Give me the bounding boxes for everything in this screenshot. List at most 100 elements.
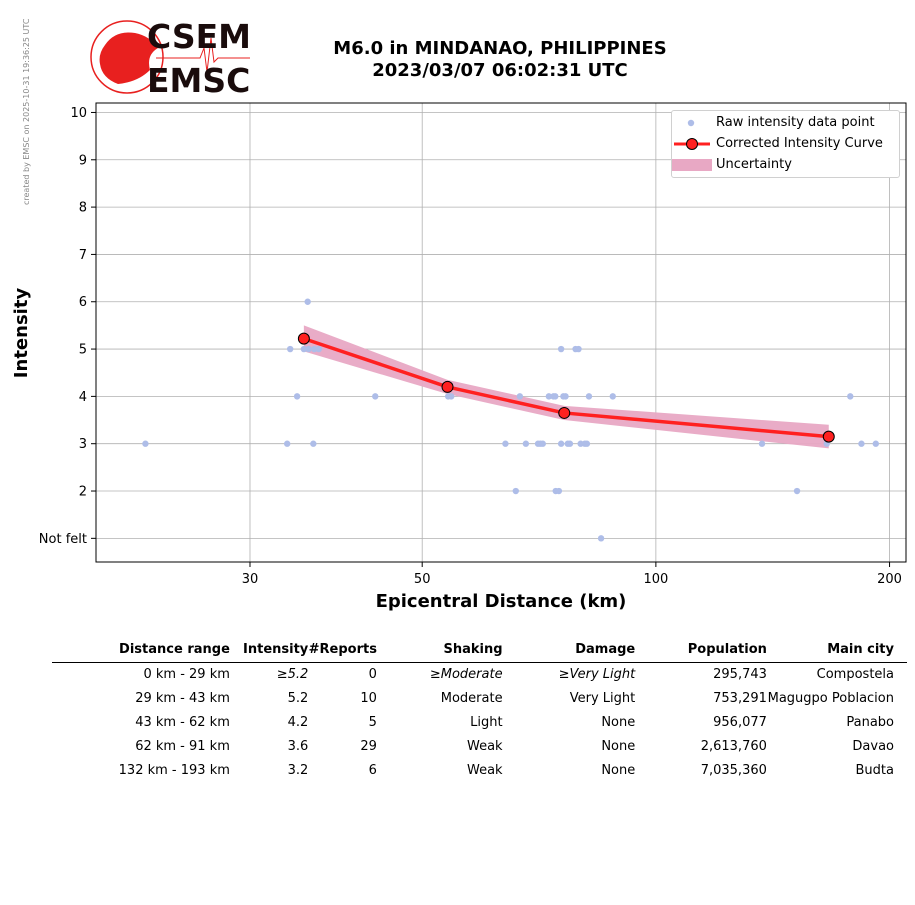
cell-distance: 43 km - 62 km	[135, 715, 230, 730]
cell-intensity: 5.2	[287, 691, 309, 706]
raw-point-2	[293, 393, 301, 400]
y-tick-label-9: 9	[79, 153, 87, 168]
y-tick-label-2: 2	[79, 485, 87, 500]
cell-population: 2,613,760	[700, 739, 767, 754]
raw-point-32	[575, 345, 582, 353]
raw-point-39	[758, 440, 766, 447]
cell-distance: 0 km - 29 km	[143, 667, 230, 682]
logo-text-emsc: EMSC	[147, 61, 250, 100]
col-main-city: Main city	[766, 640, 907, 663]
raw-point-19	[539, 440, 546, 447]
cell-shaking: Weak	[466, 763, 503, 778]
raw-point-24	[555, 487, 563, 495]
x-tick-label-200: 200	[877, 572, 902, 587]
x-tick-label-100: 100	[643, 572, 668, 587]
y-tick-label-1: Not felt	[39, 532, 87, 547]
raw-point-7	[311, 345, 318, 353]
raw-point-13	[502, 440, 509, 447]
cell-city: Magugpo Poblacion	[767, 691, 894, 706]
uncertainty-band	[303, 325, 829, 449]
raw-point-3	[283, 440, 291, 447]
legend-label-curve: Corrected Intensity Curve	[716, 136, 883, 151]
raw-point-27	[562, 393, 569, 400]
cell-damage: None	[601, 715, 636, 730]
legend-item-raw: Raw intensity data point	[672, 113, 899, 133]
raw-point-30	[566, 440, 574, 447]
logo-globe-continents	[99, 32, 158, 84]
plot-area-bg	[96, 103, 906, 562]
cell-population: 753,291	[713, 691, 767, 706]
intensity-curve	[297, 332, 835, 443]
raw-point-43	[858, 440, 865, 447]
raw-point-15	[516, 393, 524, 400]
raw-point-1	[286, 345, 294, 353]
event-title: M6.0 in MINDANAO, PHILIPPINES	[333, 38, 667, 59]
raw-point-9	[310, 440, 317, 447]
raw-point-12	[448, 393, 455, 400]
col-intensity: Intensity	[229, 640, 309, 663]
col-reports: #Reports	[308, 640, 377, 663]
col-damage: Damage	[502, 640, 636, 663]
intensity-summary-table: Distance range Intensity #Reports Shakin…	[52, 640, 907, 783]
table-row: 0 km - 29 km ≥5.2 0 ≥Moderate ≥Very Ligh…	[52, 663, 907, 688]
cell-population: 956,077	[713, 715, 767, 730]
curve-point-1	[441, 380, 454, 393]
raw-point-0	[142, 440, 149, 447]
cell-reports: 6	[368, 763, 377, 778]
table-row: 29 km - 43 km 5.2 10 Moderate Very Light…	[52, 687, 907, 711]
uncertainty-band-area	[303, 325, 829, 449]
x-axis-ticks: 30 50 100 200	[242, 562, 902, 587]
legend-label-raw: Raw intensity data point	[716, 115, 875, 130]
raw-point-28	[557, 440, 565, 447]
raw-point-14	[512, 487, 519, 495]
logo-text-csem: CSEM	[147, 17, 251, 56]
y-tick-label-4: 4	[79, 390, 87, 405]
cell-intensity: 3.6	[287, 739, 309, 754]
x-tick-label-30: 30	[242, 572, 259, 587]
chart-legend: Raw intensity data point Corrected Inten…	[671, 110, 900, 178]
logo-seismogram-line	[156, 37, 250, 73]
raw-point-36	[585, 393, 593, 400]
x-axis-label: Epicentral Distance (km)	[376, 591, 627, 612]
raw-point-40	[793, 487, 801, 495]
cell-city: Panabo	[846, 715, 894, 730]
y-tick-label-3: 3	[79, 437, 87, 452]
cell-shaking: Weak	[466, 739, 503, 754]
col-shaking: Shaking	[376, 640, 503, 663]
curve-point-3	[822, 430, 835, 443]
raw-point-25	[557, 345, 565, 353]
table-header-row: Distance range Intensity #Reports Shakin…	[52, 640, 907, 663]
cell-damage: None	[601, 739, 636, 754]
curve-line	[303, 336, 829, 439]
raw-point-42	[847, 393, 854, 400]
y-axis-label: Intensity	[11, 288, 32, 379]
raw-point-44	[872, 440, 879, 447]
y-tick-label-6: 6	[79, 295, 87, 310]
raw-point-20	[545, 393, 553, 400]
raw-point-4	[300, 345, 308, 353]
col-population: Population	[635, 640, 767, 663]
cell-shaking: Light	[470, 715, 503, 730]
x-tick-label-50: 50	[414, 572, 431, 587]
legend-uncertainty-swatch	[672, 159, 712, 171]
cell-population: 295,743	[713, 667, 767, 682]
plot-frame	[95, 102, 907, 563]
curve-point-0	[297, 332, 310, 345]
raw-point-10	[372, 393, 379, 400]
y-tick-label-7: 7	[79, 248, 87, 263]
cell-damage: ≥Very Light	[558, 667, 636, 682]
raw-point-8	[315, 345, 323, 353]
cell-reports: 0	[368, 667, 377, 682]
chart-grid	[96, 103, 906, 562]
raw-point-16	[522, 440, 530, 447]
raw-point-37	[597, 535, 605, 542]
cell-distance: 132 km - 193 km	[118, 763, 230, 778]
raw-point-6	[304, 298, 311, 305]
cell-intensity: 3.2	[287, 763, 309, 778]
table-row: 132 km - 193 km 3.2 6 Weak None 7,035,36…	[52, 759, 907, 783]
raw-point-35	[583, 440, 591, 447]
cell-city: Compostela	[816, 667, 894, 682]
cell-damage: Very Light	[569, 691, 636, 706]
cell-distance: 62 km - 91 km	[135, 739, 230, 754]
